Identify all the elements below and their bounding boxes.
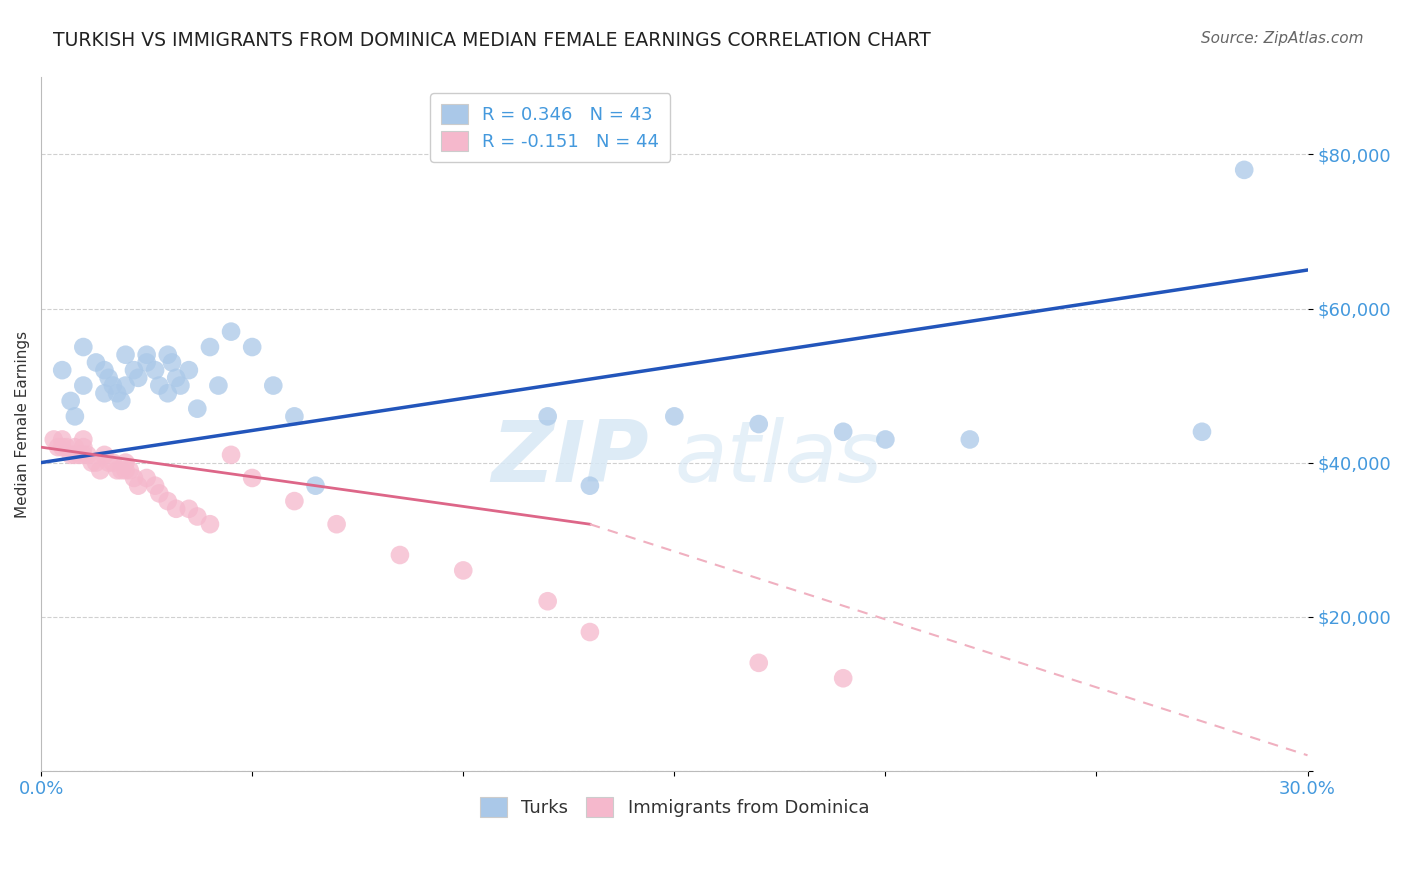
- Point: [76, 448, 98, 462]
- Point: [72, 378, 94, 392]
- Point: [63, 448, 86, 462]
- Point: [156, 386, 179, 401]
- Point: [262, 378, 284, 392]
- Point: [165, 371, 187, 385]
- Y-axis label: Median Female Earnings: Median Female Earnings: [15, 331, 30, 517]
- Point: [143, 363, 166, 377]
- Point: [219, 448, 242, 462]
- Point: [135, 355, 157, 369]
- Point: [72, 440, 94, 454]
- Point: [240, 340, 263, 354]
- Point: [93, 363, 115, 377]
- Point: [93, 386, 115, 401]
- Point: [122, 471, 145, 485]
- Text: ZIP: ZIP: [491, 417, 650, 500]
- Point: [105, 386, 128, 401]
- Point: [118, 463, 141, 477]
- Point: [101, 456, 124, 470]
- Point: [832, 671, 855, 685]
- Point: [304, 478, 326, 492]
- Point: [127, 371, 149, 385]
- Text: Source: ZipAtlas.com: Source: ZipAtlas.com: [1201, 31, 1364, 46]
- Point: [105, 463, 128, 477]
- Point: [51, 440, 73, 454]
- Point: [84, 456, 107, 470]
- Point: [59, 394, 82, 409]
- Point: [748, 656, 770, 670]
- Point: [186, 401, 208, 416]
- Point: [114, 463, 136, 477]
- Point: [451, 563, 474, 577]
- Point: [169, 378, 191, 392]
- Point: [832, 425, 855, 439]
- Point: [748, 417, 770, 431]
- Point: [51, 363, 73, 377]
- Point: [156, 494, 179, 508]
- Point: [325, 517, 347, 532]
- Point: [1233, 162, 1256, 177]
- Point: [148, 486, 170, 500]
- Point: [186, 509, 208, 524]
- Point: [135, 471, 157, 485]
- Point: [110, 394, 132, 409]
- Point: [72, 340, 94, 354]
- Point: [388, 548, 411, 562]
- Point: [84, 355, 107, 369]
- Point: [80, 456, 103, 470]
- Point: [283, 409, 305, 424]
- Point: [148, 378, 170, 392]
- Point: [63, 409, 86, 424]
- Point: [135, 348, 157, 362]
- Point: [959, 433, 981, 447]
- Point: [537, 409, 560, 424]
- Text: TURKISH VS IMMIGRANTS FROM DOMINICA MEDIAN FEMALE EARNINGS CORRELATION CHART: TURKISH VS IMMIGRANTS FROM DOMINICA MEDI…: [53, 31, 931, 50]
- Point: [72, 448, 94, 462]
- Point: [177, 501, 200, 516]
- Point: [55, 440, 77, 454]
- Point: [63, 440, 86, 454]
- Point: [579, 478, 602, 492]
- Point: [160, 355, 183, 369]
- Point: [177, 363, 200, 377]
- Point: [51, 433, 73, 447]
- Point: [127, 478, 149, 492]
- Point: [537, 594, 560, 608]
- Point: [89, 463, 111, 477]
- Point: [165, 501, 187, 516]
- Point: [143, 478, 166, 492]
- Point: [114, 348, 136, 362]
- Point: [59, 448, 82, 462]
- Legend: Turks, Immigrants from Dominica: Turks, Immigrants from Dominica: [472, 789, 876, 824]
- Point: [97, 456, 120, 470]
- Point: [67, 448, 90, 462]
- Point: [42, 433, 65, 447]
- Point: [101, 378, 124, 392]
- Point: [93, 448, 115, 462]
- Point: [283, 494, 305, 508]
- Point: [1191, 425, 1213, 439]
- Point: [579, 625, 602, 640]
- Point: [875, 433, 897, 447]
- Point: [114, 456, 136, 470]
- Text: atlas: atlas: [675, 417, 883, 500]
- Point: [114, 378, 136, 392]
- Point: [664, 409, 686, 424]
- Point: [240, 471, 263, 485]
- Point: [207, 378, 229, 392]
- Point: [198, 340, 221, 354]
- Point: [122, 363, 145, 377]
- Point: [46, 440, 69, 454]
- Point: [156, 348, 179, 362]
- Point: [72, 433, 94, 447]
- Point: [219, 325, 242, 339]
- Point: [198, 517, 221, 532]
- Point: [97, 371, 120, 385]
- Point: [110, 463, 132, 477]
